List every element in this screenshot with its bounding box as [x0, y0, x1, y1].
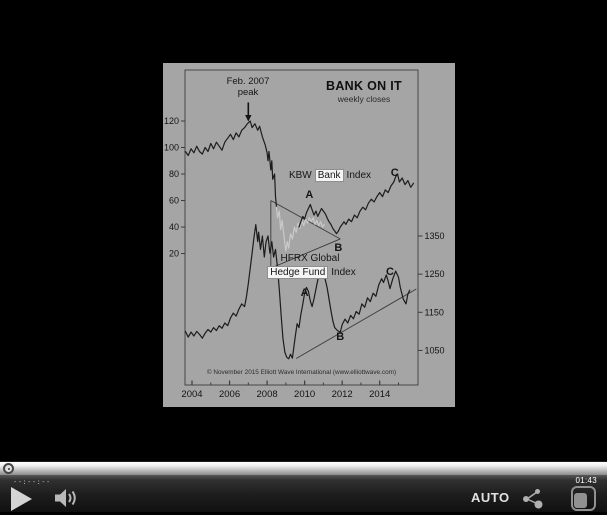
peak-annotation-line1: Feb. 2007 — [226, 76, 270, 87]
wave-label-c: C — [390, 166, 399, 179]
wave-label-b: B — [336, 331, 345, 344]
kbw-series-label: KBW Bank Index — [260, 169, 400, 182]
hfrx-label-post: Index — [331, 266, 356, 278]
trendline — [295, 288, 417, 359]
seek-bar[interactable] — [0, 461, 607, 475]
series-line — [298, 173, 415, 235]
quality-selector[interactable]: AUTO — [471, 490, 510, 505]
kbw-label-post: Index — [346, 170, 372, 181]
volume-button[interactable] — [54, 488, 80, 511]
left-tick-label: 100 — [164, 143, 179, 153]
right-tick-label: 1050 — [425, 345, 445, 355]
right-tick-label: 1150 — [425, 307, 444, 317]
chart-copyright: © November 2015 Elliott Wave Internation… — [206, 369, 397, 376]
duration-label: 01:43 — [575, 476, 597, 485]
left-tick-label: 80 — [169, 169, 179, 179]
hfrx-series-label: HFRX Global Hedge Fund Index — [240, 252, 380, 279]
x-tick-label: 2014 — [369, 389, 390, 400]
chart-title: BANK ON IT — [326, 79, 402, 93]
x-tick-label: 2008 — [257, 389, 278, 400]
peak-annotation-line2: peak — [237, 87, 259, 98]
play-button[interactable] — [11, 487, 32, 511]
hfrx-label-line1: HFRX Global — [280, 253, 340, 264]
series-line — [184, 224, 411, 360]
trendline — [270, 238, 341, 269]
wave-label-b: B — [334, 242, 343, 255]
x-tick-label: 2004 — [181, 389, 202, 400]
elapsed-time: --:--:-- — [13, 478, 51, 486]
play-icon — [11, 487, 32, 511]
chart-subtitle: weekly closes — [337, 94, 391, 104]
speaker-icon — [55, 489, 76, 507]
x-tick-label: 2010 — [294, 389, 315, 400]
chart-frame: 2004 2006 2008 2010 2012 2014 120 100 80 60 40 20 13… — [163, 63, 455, 407]
x-tick-label: 2012 — [332, 389, 353, 400]
wave-label-a: A — [300, 287, 309, 300]
kbw-label-pre: KBW — [288, 170, 312, 181]
left-tick-label: 120 — [164, 116, 179, 126]
left-tick-label: 40 — [169, 222, 179, 232]
wave-label-a: A — [305, 189, 314, 202]
popout-window-icon — [571, 486, 596, 511]
kbw-label-highlight: Bank — [314, 169, 344, 182]
hfrx-label-highlight: Hedge Fund — [267, 265, 329, 279]
peak-arrow-head — [245, 115, 252, 122]
share-icon — [523, 489, 543, 509]
popout-button[interactable] — [571, 486, 596, 511]
series-line — [184, 120, 278, 208]
control-bar: --:--:-- AUTO 01:43 — [0, 475, 607, 512]
left-tick-label: 60 — [169, 196, 179, 206]
share-button[interactable] — [520, 487, 546, 514]
x-tick-label: 2006 — [219, 389, 240, 400]
chart-plot: 2004 2006 2008 2010 2012 2014 120 100 80 60 40 20 13… — [164, 69, 445, 400]
seek-handle[interactable] — [3, 463, 14, 474]
right-tick-label: 1350 — [425, 231, 445, 241]
wave-label-c: C — [386, 265, 394, 278]
chart-annotations-layer: Feb. 2007 peak BANK ON IT weekly closes … — [163, 63, 455, 407]
left-tick-label: 20 — [169, 249, 179, 259]
chart-title-block: BANK ON IT weekly closes — [302, 79, 426, 104]
peak-annotation: Feb. 2007 peak — [208, 76, 288, 98]
right-tick-label: 1250 — [425, 269, 445, 279]
video-display-area[interactable]: 2004 2006 2008 2010 2012 2014 120 100 80 60 40 20 13… — [0, 0, 607, 461]
